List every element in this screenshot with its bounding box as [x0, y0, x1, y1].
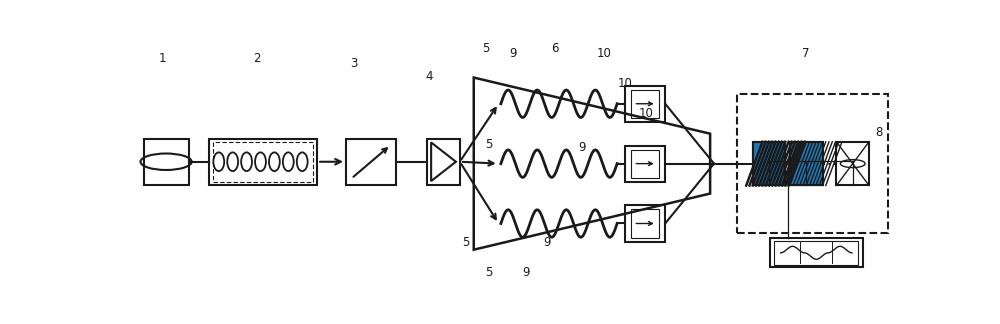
Text: 10: 10 [597, 47, 611, 60]
Bar [753, 142, 785, 185]
Bar [836, 142, 869, 185]
Bar [790, 142, 822, 185]
Bar [737, 94, 888, 234]
Text: 9: 9 [544, 236, 551, 249]
Bar [753, 142, 785, 185]
Text: 9: 9 [578, 141, 586, 154]
Bar [209, 139, 317, 185]
Text: 4: 4 [425, 70, 433, 83]
Text: 5: 5 [462, 236, 470, 249]
Text: 1: 1 [158, 52, 166, 65]
Bar [346, 139, 396, 185]
Bar [625, 145, 665, 182]
Text: 10: 10 [617, 77, 632, 90]
Bar [144, 139, 189, 185]
Bar [770, 238, 863, 267]
Text: 3: 3 [350, 57, 357, 70]
Text: 5: 5 [486, 266, 493, 279]
Text: 9: 9 [509, 47, 516, 60]
Text: 2: 2 [253, 52, 260, 65]
Bar [625, 205, 665, 242]
Text: 8: 8 [875, 126, 883, 139]
Bar [774, 241, 858, 265]
Text: 10: 10 [638, 107, 653, 120]
Bar [631, 149, 659, 178]
Bar [625, 86, 665, 122]
Bar [753, 142, 785, 185]
Bar [213, 142, 313, 182]
Bar [631, 90, 659, 118]
Text: 5: 5 [482, 42, 490, 55]
Text: 6: 6 [551, 42, 559, 55]
Text: 7: 7 [802, 47, 809, 60]
Text: 9: 9 [523, 266, 530, 279]
Bar [631, 209, 659, 237]
Bar [790, 142, 822, 185]
Bar [790, 142, 822, 185]
Text: 5: 5 [486, 138, 493, 151]
Bar [427, 139, 460, 185]
